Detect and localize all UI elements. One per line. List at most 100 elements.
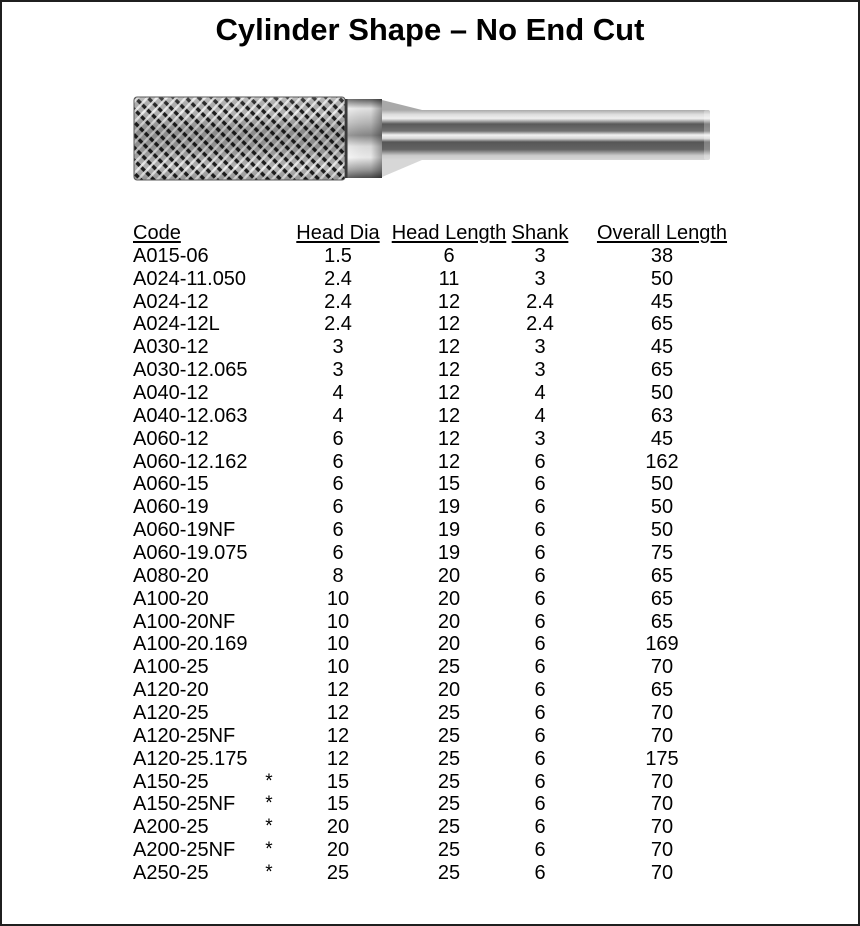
column-header-head-length: Head Length: [391, 222, 507, 244]
overall-length-value: 70: [650, 793, 674, 816]
star-marker: [252, 588, 286, 611]
overall-length-value: 65: [650, 679, 674, 702]
overall-length-value: 65: [650, 359, 674, 382]
star-marker: [252, 496, 286, 519]
head-length-value: 15: [437, 473, 461, 496]
code-cell: A030-12: [133, 336, 209, 359]
code-cell: A060-19: [133, 496, 209, 519]
burr-taper: [382, 100, 422, 177]
overall-length-value: 45: [650, 427, 674, 450]
head-length-value: 19: [437, 519, 461, 542]
star-marker: [252, 519, 286, 542]
star-marker: [252, 542, 286, 565]
code-cell: A060-15: [133, 473, 209, 496]
code-cell: A100-25: [133, 656, 209, 679]
overall-length-value: 70: [650, 862, 674, 885]
head-length-value: 19: [437, 542, 461, 565]
head-length-value: 25: [437, 862, 461, 885]
head-length-value: 20: [437, 610, 461, 633]
head-dia-value: 12: [326, 679, 350, 702]
star-marker: [252, 565, 286, 588]
star-marker: [252, 725, 286, 748]
head-dia-value: 10: [326, 587, 350, 610]
head-dia-value: 15: [326, 793, 350, 816]
head-length-value: 12: [437, 404, 461, 427]
burr-collar: [345, 99, 382, 178]
star-marker: [252, 451, 286, 474]
head-length-value: 20: [437, 587, 461, 610]
head-length-value: 12: [437, 382, 461, 405]
shank-value: 6: [534, 770, 546, 793]
code-cell: A100-20NF: [133, 610, 236, 633]
shank-value: 4: [534, 382, 546, 405]
code-cell: A060-19.075: [133, 542, 248, 565]
overall-length-value: 38: [650, 244, 674, 267]
table-row: A100-20NF 10 20 6 65: [133, 611, 752, 634]
overall-length-value: 50: [650, 519, 674, 542]
table-row: A200-25NF * 20 25 6 70: [133, 839, 752, 862]
table-row: A060-19 6 19 6 50: [133, 496, 752, 519]
burr-head: [133, 96, 346, 181]
code-cell: A060-12: [133, 427, 209, 450]
code-cell: A024-11.050: [133, 267, 247, 290]
head-dia-value: 12: [326, 747, 350, 770]
star-marker: *: [265, 793, 273, 815]
code-cell: A030-12.065: [133, 359, 248, 382]
star-marker: [252, 245, 286, 268]
shank-value: 6: [534, 564, 546, 587]
table-header-row: Code Head Dia Head Length Shank Overall …: [133, 222, 752, 245]
column-header-star: [252, 222, 286, 245]
head-dia-value: 4: [332, 404, 344, 427]
shank-value: 6: [534, 450, 546, 473]
head-length-value: 25: [437, 770, 461, 793]
shank-value: 6: [534, 793, 546, 816]
code-cell: A060-19NF: [133, 519, 236, 542]
overall-length-value: 162: [645, 450, 679, 473]
shank-value: 6: [534, 587, 546, 610]
overall-length-value: 50: [650, 267, 674, 290]
page-title: Cylinder Shape – No End Cut: [215, 12, 645, 47]
head-length-value: 25: [437, 702, 461, 725]
code-cell: A100-20.169: [133, 633, 248, 656]
star-marker: [252, 633, 286, 656]
table-row: A060-19.075 6 19 6 75: [133, 542, 752, 565]
shank-value: 6: [534, 496, 546, 519]
code-cell: A015-06: [133, 244, 209, 267]
code-cell: A120-25: [133, 702, 209, 725]
table-row: A120-25NF 12 25 6 70: [133, 725, 752, 748]
shank-value: 6: [534, 679, 546, 702]
table-row: A150-25 * 15 25 6 70: [133, 771, 752, 794]
column-header-overall-length: Overall Length: [596, 222, 728, 244]
overall-length-value: 65: [650, 313, 674, 336]
code-cell: A080-20: [133, 564, 209, 587]
head-dia-value: 10: [326, 656, 350, 679]
code-cell: A040-12: [133, 382, 209, 405]
head-dia-value: 2.4: [324, 313, 352, 336]
table-row: A060-12.162 6 12 6 162: [133, 451, 752, 474]
overall-length-value: 175: [645, 747, 679, 770]
table-row: A200-25 * 20 25 6 70: [133, 816, 752, 839]
head-length-value: 20: [437, 564, 461, 587]
star-marker: [252, 336, 286, 359]
shank-value: 4: [534, 404, 546, 427]
head-dia-value: 6: [332, 542, 344, 565]
star-marker: [252, 405, 286, 428]
head-dia-value: 12: [326, 702, 350, 725]
overall-length-value: 70: [650, 724, 674, 747]
overall-length-value: 70: [650, 656, 674, 679]
shank-value: 6: [534, 542, 546, 565]
shank-value: 6: [534, 519, 546, 542]
code-cell: A150-25NF: [133, 793, 236, 816]
head-dia-value: 6: [332, 450, 344, 473]
head-dia-value: 10: [326, 610, 350, 633]
star-marker: [252, 656, 286, 679]
head-dia-value: 6: [332, 473, 344, 496]
head-dia-value: 12: [326, 724, 350, 747]
table-row: A060-19NF 6 19 6 50: [133, 519, 752, 542]
code-cell: A040-12.063: [133, 404, 248, 427]
table-row: A060-12 6 12 3 45: [133, 428, 752, 451]
code-cell: A120-25NF: [133, 724, 236, 747]
star-marker: *: [265, 839, 273, 861]
table-row: A015-06 1.5 6 3 38: [133, 245, 752, 268]
